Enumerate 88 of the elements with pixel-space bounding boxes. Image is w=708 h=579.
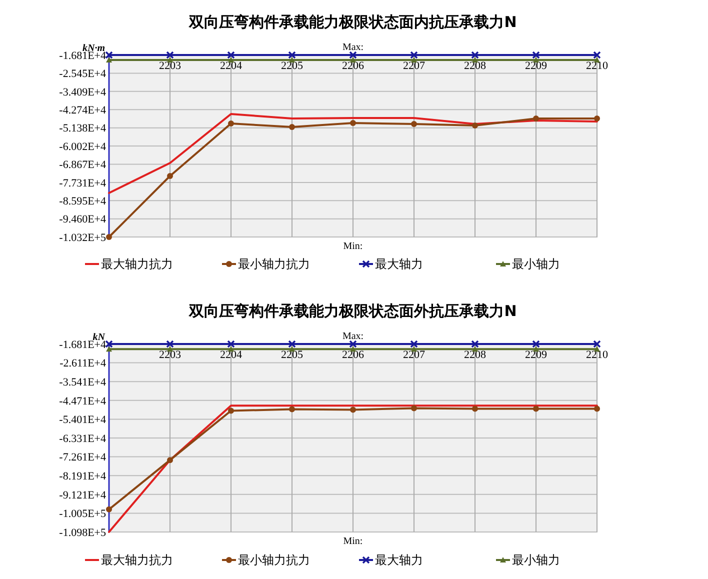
point — [167, 173, 173, 180]
x-tick-label: 2203 — [159, 60, 182, 72]
point — [349, 51, 357, 59]
y-tick-label: -7.731E+4 — [59, 177, 106, 190]
y-tick-label: -1.032E+5 — [59, 232, 106, 244]
point — [106, 346, 112, 352]
y-tick-label: -9.121E+4 — [59, 489, 106, 502]
legend-label: 最小轴力 — [512, 257, 560, 272]
y-tick-label: -1.681E+4 — [59, 50, 106, 62]
text: Min: — [343, 536, 363, 547]
point — [227, 340, 235, 348]
point — [350, 406, 356, 413]
chart-title: 双向压弯构件承载能力极限状态面内抗压承载力N — [188, 13, 517, 31]
x-tick-label: 2206 — [342, 60, 364, 72]
y-tick-label: -1.005E+5 — [59, 508, 106, 520]
point — [166, 340, 174, 348]
legend-label: 最小轴力抗力 — [238, 553, 310, 568]
point — [472, 122, 478, 128]
y-tick-label: -9.460E+4 — [59, 214, 106, 226]
point — [532, 51, 540, 59]
point — [471, 340, 479, 348]
x-tick-label: 2204 — [220, 349, 242, 361]
point — [289, 124, 295, 130]
point — [471, 51, 479, 59]
x-tick-label: 2205 — [281, 349, 304, 361]
point — [288, 51, 296, 59]
point — [166, 51, 174, 59]
point — [411, 120, 417, 127]
point — [593, 340, 601, 348]
legend-label: 最大轴力抗力 — [101, 257, 173, 272]
y-tick-label: -6.331E+4 — [59, 432, 106, 445]
x-tick-label: 2207 — [403, 60, 426, 72]
y-tick-label: -4.274E+4 — [59, 104, 106, 116]
y-tick-label: -2.545E+4 — [59, 68, 106, 80]
legend-label: 最小轴力 — [512, 553, 560, 568]
point — [167, 457, 173, 464]
legend-label: 最大轴力 — [375, 553, 423, 568]
y-tick-label: -2.611E+4 — [60, 358, 106, 370]
y-tick-label: -5.138E+4 — [59, 122, 106, 135]
point — [106, 234, 112, 240]
point — [472, 406, 478, 412]
x-tick-label: 2207 — [403, 349, 426, 361]
point — [350, 120, 356, 126]
y-tick-label: -1.098E+5 — [59, 526, 106, 539]
y-tick-label: -5.401E+4 — [59, 414, 106, 426]
point — [288, 340, 296, 348]
point — [289, 406, 295, 412]
point — [533, 406, 539, 412]
point — [593, 51, 601, 59]
text: Min: — [343, 241, 363, 252]
point — [594, 115, 600, 122]
y-tick-label: -4.471E+4 — [59, 395, 106, 408]
point — [411, 405, 417, 412]
text: Max: — [342, 42, 364, 53]
point — [228, 120, 234, 127]
y-tick-label: -8.595E+4 — [59, 196, 106, 208]
y-tick-label: -3.541E+4 — [59, 376, 106, 388]
point — [532, 340, 540, 348]
x-tick-label: 2205 — [281, 60, 304, 72]
x-tick-label: 2208 — [464, 349, 486, 361]
text: Max: — [342, 331, 364, 342]
y-tick-label: -8.191E+4 — [59, 470, 106, 482]
y-tick-label: -1.681E+4 — [59, 338, 106, 351]
point — [410, 340, 418, 348]
x-tick-label: 2209 — [525, 60, 548, 72]
point — [227, 51, 235, 59]
point — [349, 340, 357, 348]
point — [106, 56, 112, 62]
y-tick-label: -6.867E+4 — [59, 159, 106, 172]
x-tick-label: 2209 — [525, 349, 548, 361]
x-tick-label: 2208 — [464, 60, 486, 72]
x-tick-label: 2210 — [586, 349, 608, 361]
legend-label: 最小轴力抗力 — [238, 257, 310, 272]
point — [410, 51, 418, 59]
point — [533, 115, 539, 122]
y-tick-label: -7.261E+4 — [59, 452, 106, 464]
legend-label: 最大轴力抗力 — [101, 553, 173, 568]
y-tick-label: -3.409E+4 — [59, 86, 106, 98]
point — [594, 406, 600, 412]
chart-title: 双向压弯构件承载能力极限状态面外抗压承载力N — [188, 302, 517, 320]
x-tick-label: 2204 — [220, 60, 242, 72]
point — [228, 408, 234, 414]
y-tick-label: -6.002E+4 — [59, 140, 106, 153]
x-tick-label: 2206 — [342, 349, 364, 361]
point — [106, 506, 112, 512]
x-tick-label: 2210 — [586, 60, 608, 72]
legend-label: 最大轴力 — [375, 257, 423, 272]
x-tick-label: 2203 — [159, 349, 182, 361]
